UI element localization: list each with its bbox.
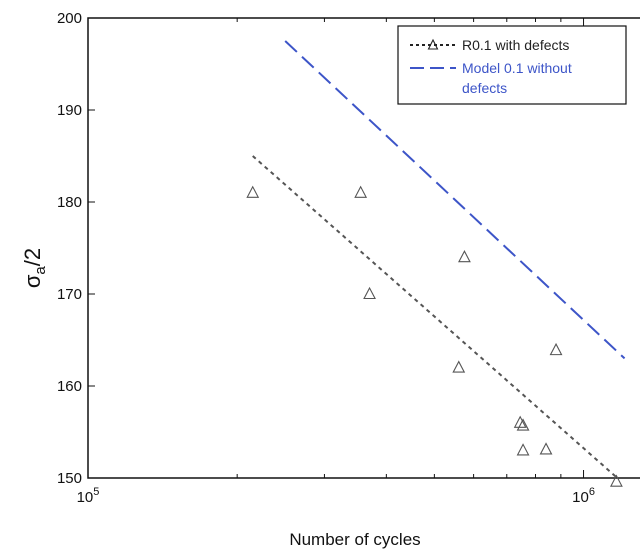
y-tick-label: 190 xyxy=(57,102,82,119)
y-tick-label: 170 xyxy=(57,286,82,303)
y-tick-label: 200 xyxy=(57,10,82,27)
legend-marker-r01 xyxy=(427,38,439,50)
fit-line-2 xyxy=(284,40,626,360)
y-axis-label: σa/2 xyxy=(20,248,49,288)
fit-line-1 xyxy=(252,155,618,479)
data-point xyxy=(246,185,260,198)
plot-border xyxy=(87,17,640,479)
y-axis: 150 160 170 180 190 200 xyxy=(57,10,95,487)
x-axis: 105 106 xyxy=(77,18,595,506)
data-point xyxy=(609,474,623,487)
y-tick-label: 150 xyxy=(57,470,82,487)
data-point xyxy=(354,185,368,198)
x-axis-label: Number of cycles xyxy=(289,530,420,549)
data-point xyxy=(458,250,471,263)
plot-area xyxy=(87,17,640,479)
x-tick-label: 105 xyxy=(77,486,100,506)
legend-box xyxy=(397,25,627,105)
data-point xyxy=(363,286,376,300)
data-point xyxy=(539,442,553,455)
y-tick-label: 160 xyxy=(57,378,82,395)
data-point xyxy=(516,418,530,431)
x-tick-label: 106 xyxy=(572,486,595,506)
data-point xyxy=(452,360,466,373)
data-point xyxy=(513,415,527,428)
legend: R0.1 with defects Model 0.1 without defe… xyxy=(397,25,627,105)
legend-label-r01: R0.1 with defects xyxy=(462,37,569,53)
legend-label-model-line2: defects xyxy=(462,80,507,96)
legend-label-model-line1: Model 0.1 without xyxy=(462,60,572,76)
series-layer xyxy=(246,40,626,487)
data-point xyxy=(516,443,530,456)
y-tick-label: 180 xyxy=(57,194,82,211)
data-point xyxy=(549,342,563,356)
